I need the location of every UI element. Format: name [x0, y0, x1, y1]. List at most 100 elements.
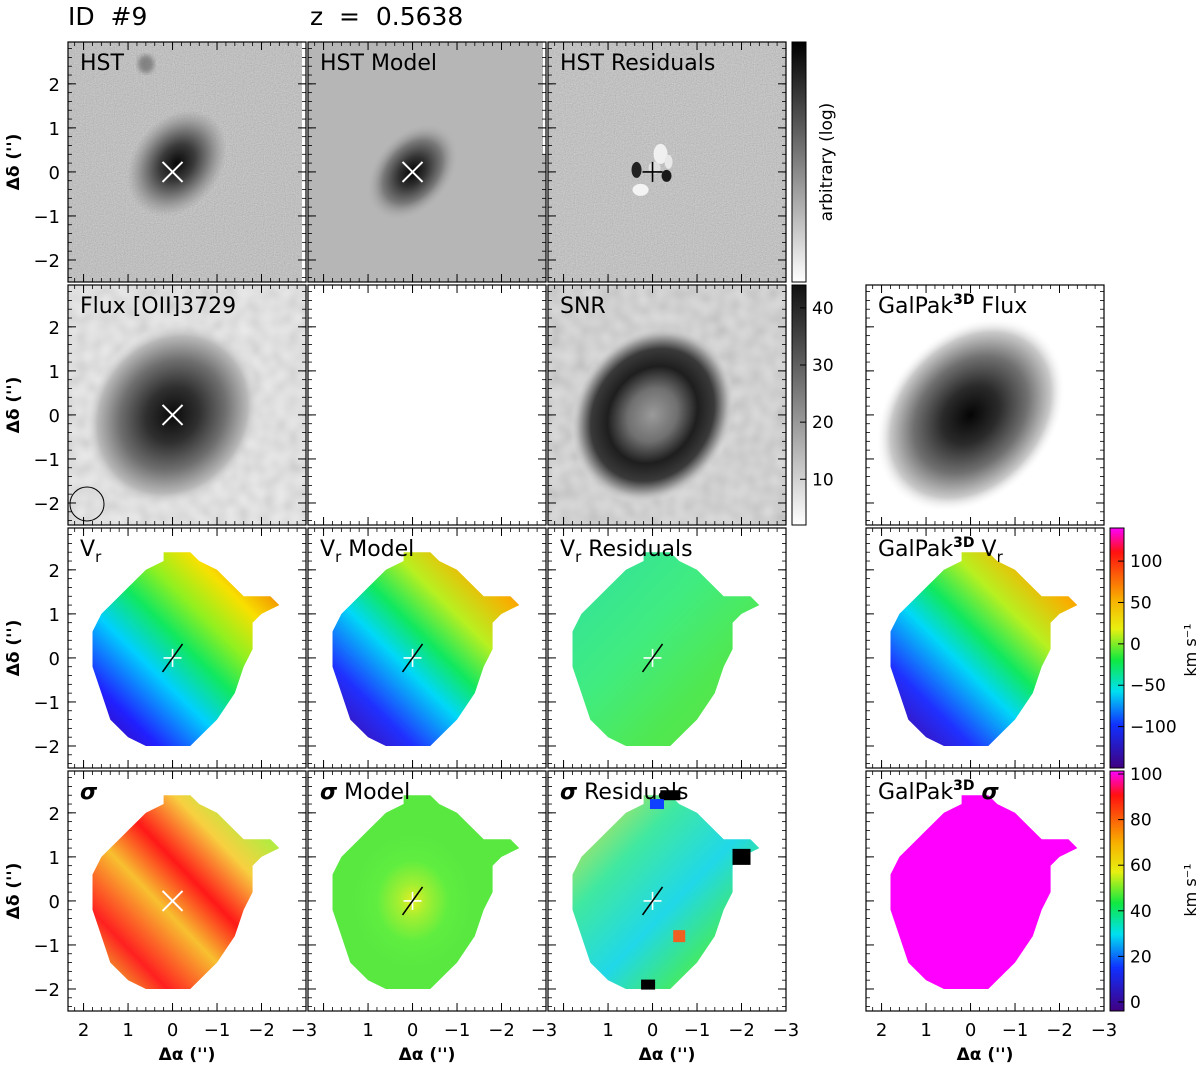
- vr-colorbar: 100 50 0 −50 −100 km s⁻¹: [1109, 527, 1200, 769]
- y-tick-label: 0: [49, 892, 60, 913]
- hst-colorbar-label: arbitrary (log): [817, 103, 837, 222]
- center-cross-icon: [161, 404, 184, 426]
- panel-title-galpak-sigma: GalPak3D σ: [878, 778, 1000, 805]
- vr-colorbar-tick: −100: [1130, 718, 1177, 738]
- galpak-flux-map: [866, 285, 1104, 525]
- sigma-colorbar-tick: 100: [1130, 765, 1162, 785]
- y-tick-label: −1: [33, 207, 60, 228]
- vr-axes: [67, 527, 307, 769]
- vr-colorbar-tick: 50: [1130, 593, 1152, 613]
- hst-model-axes: [307, 41, 547, 283]
- x-tick-label: −3: [773, 1020, 800, 1041]
- x-tick-label: −1: [444, 1020, 471, 1041]
- sigma-residuals-axes: [547, 770, 787, 1012]
- galaxy-id-label: ID #9: [68, 2, 148, 31]
- vr-map: [92, 552, 280, 746]
- snr-axes: [547, 284, 787, 526]
- x-tick-label: −1: [1002, 1020, 1029, 1041]
- vr-model-map: [332, 552, 520, 746]
- psf-circle-icon: [69, 486, 105, 522]
- vr-colorbar-tick: −50: [1130, 676, 1166, 696]
- redshift-label: z = 0.5638: [310, 2, 464, 31]
- center-cross-icon: [641, 643, 664, 673]
- panel-title-sigma-residuals: σ Residuals: [560, 780, 689, 805]
- x-tick-label: −2: [488, 1020, 515, 1041]
- oii-flux-map: [68, 285, 306, 525]
- x-tick-label: 1: [602, 1020, 613, 1041]
- panel-title-galpak-flux: GalPak3D Flux: [878, 292, 1027, 319]
- panel-title-sigma-model: σ Model: [320, 780, 410, 805]
- x-tick-label: −2: [248, 1020, 275, 1041]
- hst-residuals-image: [548, 42, 786, 282]
- vr-colorbar-unit: km s⁻¹: [1181, 623, 1200, 676]
- snr-map: [548, 285, 786, 525]
- sigma-colorbar-tick: 20: [1130, 947, 1152, 967]
- hst-colorbar: arbitrary (log): [791, 41, 837, 283]
- labels-layer: HST HST Model HST Residuals Flux [OII]3729 S…: [4, 51, 1117, 1065]
- y-tick-label: 0: [49, 649, 60, 670]
- panel-title-snr: SNR: [560, 294, 606, 319]
- panel-title-sigma: σ: [80, 780, 98, 805]
- hst-residuals-axes: [547, 41, 787, 283]
- x-tick-label: 2: [78, 1020, 89, 1041]
- panel-title-hst-model: HST Model: [320, 51, 437, 76]
- y-tick-label: −2: [33, 737, 60, 758]
- galpak-flux-axes: [865, 284, 1105, 526]
- x-tick-label: 1: [920, 1020, 931, 1041]
- x-tick-label: −3: [291, 1020, 318, 1041]
- panel-title-flux: Flux [OII]3729: [80, 294, 236, 319]
- y-tick-label: 0: [49, 406, 60, 427]
- x-tick-label: 0: [965, 1020, 976, 1041]
- x-axis-label: Δα (''): [159, 1045, 216, 1065]
- center-cross-icon: [401, 643, 424, 673]
- y-tick-label: 2: [49, 804, 60, 825]
- y-tick-label: 1: [49, 605, 60, 626]
- y-tick-label: 2: [49, 561, 60, 582]
- sigma-colorbar: 100 80 60 40 20 0 km s⁻¹: [1109, 765, 1200, 1013]
- center-cross-icon: [401, 161, 424, 183]
- y-tick-label: −2: [33, 251, 60, 272]
- x-axis-label: Δα (''): [399, 1045, 456, 1065]
- y-tick-label: −2: [33, 980, 60, 1001]
- y-tick-label: −1: [33, 450, 60, 471]
- y-tick-label: −1: [33, 936, 60, 957]
- vr-colorbar-tick: 0: [1130, 635, 1141, 655]
- panel-title-vr-residuals: Vr Residuals: [560, 537, 693, 566]
- panel-title-vr-model: Vr Model: [320, 537, 414, 566]
- x-tick-label: −3: [1091, 1020, 1118, 1041]
- x-axis-label: Δα (''): [957, 1045, 1014, 1065]
- panel-title-hst-residuals: HST Residuals: [560, 51, 715, 76]
- x-tick-label: −2: [1046, 1020, 1073, 1041]
- y-tick-label: −2: [33, 494, 60, 515]
- sigma-residuals-map: [572, 790, 760, 990]
- y-tick-label: 1: [49, 119, 60, 140]
- snr-colorbar-tick: 10: [812, 470, 834, 490]
- snr-colorbar-tick: 30: [812, 356, 834, 376]
- vr-model-axes: [307, 527, 547, 769]
- hst-image: [68, 42, 306, 282]
- sigma-colorbar-tick: 0: [1130, 993, 1141, 1013]
- x-tick-label: 0: [407, 1020, 418, 1041]
- snr-colorbar-tick: 40: [812, 299, 834, 319]
- x-axis-label: Δα (''): [639, 1045, 696, 1065]
- vr-residuals-map: [572, 552, 760, 746]
- y-tick-label: 2: [49, 75, 60, 96]
- center-cross-icon: [161, 161, 184, 183]
- y-tick-label: 0: [49, 163, 60, 184]
- panel-title-galpak-vr: GalPak3D Vr: [878, 535, 1004, 566]
- sigma-colorbar-tick: 80: [1130, 811, 1152, 831]
- x-tick-label: −3: [531, 1020, 558, 1041]
- y-axis-label: Δδ (''): [4, 377, 24, 434]
- snr-colorbar: 40 30 20 10: [791, 284, 834, 526]
- x-tick-label: −1: [204, 1020, 231, 1041]
- galpak-sigma-map: [890, 795, 1078, 989]
- y-tick-label: 1: [49, 362, 60, 383]
- hst-model-image: [308, 42, 546, 282]
- x-tick-label: 0: [647, 1020, 658, 1041]
- y-axis-label: Δδ (''): [4, 863, 24, 920]
- center-cross-icon: [161, 890, 184, 912]
- flux-axes: [67, 284, 307, 526]
- galpak-vr-axes: [865, 527, 1105, 769]
- panel-title-hst: HST: [80, 51, 125, 76]
